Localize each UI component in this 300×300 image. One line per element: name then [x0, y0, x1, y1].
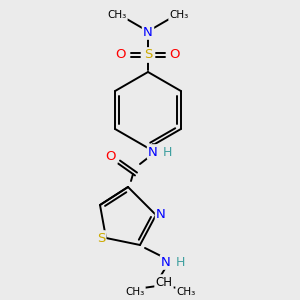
Text: CH₃: CH₃: [125, 287, 145, 297]
Text: O: O: [116, 49, 126, 62]
Text: O: O: [106, 151, 116, 164]
Text: N: N: [156, 208, 166, 221]
Text: N: N: [148, 146, 158, 158]
Text: CH₃: CH₃: [169, 10, 189, 20]
Text: CH: CH: [155, 275, 172, 289]
Text: N: N: [161, 256, 171, 268]
Text: CH₃: CH₃: [176, 287, 196, 297]
Text: S: S: [144, 49, 152, 62]
Text: O: O: [170, 49, 180, 62]
Text: CH₃: CH₃: [107, 10, 127, 20]
Text: S: S: [97, 232, 105, 244]
Text: H: H: [175, 256, 185, 268]
Text: N: N: [143, 26, 153, 38]
Text: H: H: [162, 146, 172, 158]
